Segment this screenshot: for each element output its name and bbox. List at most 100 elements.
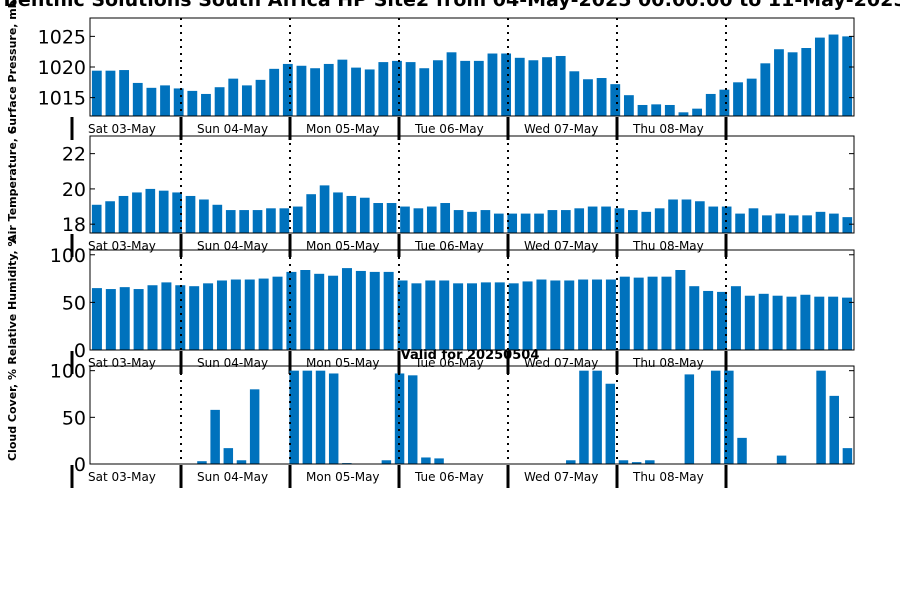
bar	[378, 62, 389, 116]
bar	[631, 462, 642, 464]
bar	[842, 217, 853, 233]
x-day-label: Thu 08-May	[632, 239, 704, 253]
bar	[341, 268, 352, 350]
x-day-label: Thu 08-May	[632, 122, 704, 136]
bar	[397, 280, 408, 350]
bar	[772, 295, 783, 350]
bar	[359, 197, 370, 233]
y-tick-label: 100	[50, 245, 86, 267]
x-day-label: Tue 06-May	[414, 239, 484, 253]
bar	[628, 210, 638, 233]
bar	[269, 68, 280, 116]
bar	[172, 192, 182, 233]
bar	[788, 215, 799, 233]
bar	[421, 457, 431, 464]
axes-box	[89, 135, 855, 234]
x-day-label: Sun 04-May	[197, 239, 268, 253]
bar	[668, 199, 678, 233]
bar	[91, 204, 102, 233]
bar	[610, 84, 621, 116]
x-day-label: Mon 05-May	[306, 239, 380, 253]
bar	[828, 296, 839, 350]
y-tick-label: 0	[74, 454, 86, 476]
bar	[132, 192, 142, 233]
figure-title: Benthic Solutions South Africa HP Site2 …	[3, 0, 900, 11]
bar	[800, 294, 811, 350]
bar	[592, 370, 602, 464]
bar	[654, 208, 665, 233]
bar	[337, 59, 348, 116]
bar	[550, 280, 561, 350]
axes-box	[89, 365, 855, 465]
bar	[279, 208, 290, 233]
bar	[364, 69, 375, 116]
bar	[105, 289, 116, 350]
bar	[730, 286, 741, 350]
bar	[199, 199, 209, 233]
x-day-label: Wed 07-May	[524, 122, 598, 136]
panel-1: 1015 1020 1025 Surface Pressure, mb Sat 03-M…	[6, 0, 855, 140]
y-tick-label: 50	[62, 292, 86, 314]
bar	[775, 213, 786, 233]
bar	[383, 271, 394, 350]
bar	[507, 213, 518, 233]
bar	[801, 48, 812, 117]
bar	[605, 279, 616, 350]
bar	[760, 63, 771, 116]
bar	[569, 71, 580, 116]
y-tick-label: 100	[50, 361, 86, 383]
bar	[252, 210, 263, 233]
bar	[446, 52, 457, 116]
bar	[405, 62, 416, 116]
bar	[249, 389, 260, 464]
bar	[210, 409, 220, 464]
bar	[323, 63, 334, 116]
bar	[300, 270, 311, 350]
bar	[91, 288, 102, 350]
bar	[314, 273, 325, 350]
x-day-label: Sat 03-May	[88, 356, 156, 370]
y-axis-label: Relative Humidity, %	[6, 235, 19, 364]
bar	[118, 195, 129, 233]
bar	[467, 211, 477, 233]
bar	[241, 85, 252, 117]
bar	[453, 210, 464, 233]
bar	[494, 282, 505, 350]
bar	[105, 70, 116, 116]
bar	[695, 201, 705, 233]
bar	[814, 296, 825, 350]
bar	[574, 208, 585, 233]
bar	[684, 374, 695, 464]
bar	[705, 93, 716, 116]
x-day-label: Wed 07-May	[524, 470, 598, 484]
y-tick-label: 50	[62, 407, 86, 429]
y-axis-label: Air Temperature, C	[6, 126, 19, 243]
bar	[333, 192, 343, 233]
bar	[147, 285, 158, 350]
bar	[392, 60, 402, 117]
y-axis-label: Cloud Cover, %	[6, 369, 19, 461]
bar	[776, 455, 787, 464]
bar	[493, 213, 504, 233]
bar	[236, 460, 247, 464]
bar	[583, 79, 593, 116]
bar	[815, 211, 826, 233]
bar	[633, 277, 644, 350]
bar	[272, 276, 283, 350]
bar	[105, 201, 115, 233]
x-day-label: Mon 05-May	[306, 122, 380, 136]
bar	[306, 194, 316, 233]
bar	[225, 210, 236, 233]
bar	[528, 60, 539, 116]
bar	[351, 67, 361, 116]
bar	[596, 78, 607, 116]
bar	[467, 283, 477, 350]
bar	[623, 95, 634, 116]
bar	[381, 460, 392, 464]
bar	[434, 458, 444, 464]
x-day-label: Thu 08-May	[632, 356, 704, 370]
x-day-label: Sat 03-May	[88, 239, 156, 253]
y-tick-label: 22	[62, 144, 86, 166]
bar	[534, 213, 544, 233]
x-day-label: Tue 06-May	[414, 470, 484, 484]
